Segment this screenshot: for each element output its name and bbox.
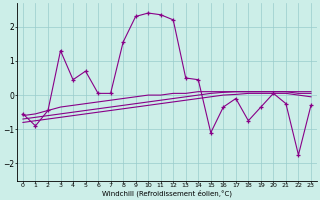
X-axis label: Windchill (Refroidissement éolien,°C): Windchill (Refroidissement éolien,°C) bbox=[102, 190, 232, 197]
